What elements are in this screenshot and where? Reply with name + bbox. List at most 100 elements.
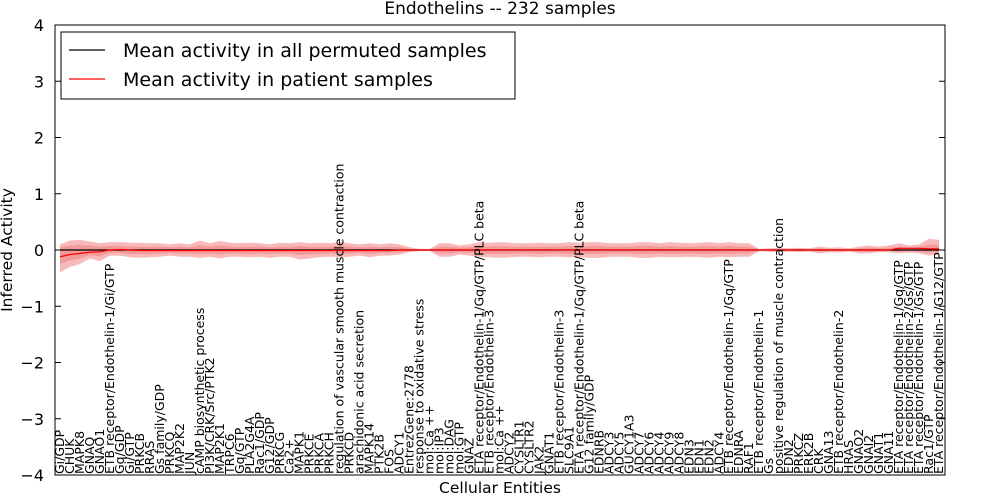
x-tick-label: Gq/GTP — [232, 427, 247, 474]
x-tick-label: arachidonic acid secretion — [352, 310, 367, 474]
x-tick-label: MAPK14 — [362, 423, 377, 474]
x-tick-label: ETB receptor/Endothelin-1 — [751, 310, 766, 474]
x-tick-label: MAPK1 — [292, 431, 307, 474]
y-axis-title: Inferred Activity — [0, 188, 16, 312]
x-tick-label: CRK — [811, 448, 826, 474]
x-tick-label: Gi/GTP — [122, 432, 137, 474]
x-tick-label: G12 family/GDP — [581, 374, 596, 474]
x-tick-label: ADCY7 — [631, 432, 646, 474]
legend-box — [60, 31, 516, 100]
x-tick-label: PRKCD — [342, 432, 357, 474]
x-tick-label: PRKCE — [302, 434, 317, 474]
x-tick-label: ERK2B — [801, 433, 816, 474]
x-tick-label: EDN2 — [701, 439, 716, 474]
x-tick-label: regulation of vascular smooth muscle con… — [332, 164, 347, 474]
x-tick-label: RAF1 — [741, 442, 756, 474]
x-tick-label: GNAO2 — [851, 429, 866, 474]
x-tick-label: SLC9A1 — [561, 426, 576, 474]
x-tick-label: PRKCB — [132, 433, 147, 474]
x-tick-label: CHUK — [62, 438, 77, 474]
x-tick-label: PI3K/CRK/Src/PTK2 — [202, 357, 217, 474]
x-tick-label: positive regulation of muscle contractio… — [771, 218, 786, 474]
y-tick-marks — [55, 24, 945, 476]
x-tick-label: mol:Ca ++ — [422, 405, 437, 474]
legend-label-patient: Mean activity in patient samples — [123, 69, 433, 91]
x-tick-label: Rac1/GTP — [921, 414, 936, 474]
y-tick-label: −1 — [20, 297, 44, 316]
x-tick-label: PRKCA — [312, 433, 327, 474]
x-tick-label: ADCY6 — [641, 432, 656, 474]
x-tick-label: ETB receptor/Endothelin-3 — [482, 310, 497, 474]
x-tick-label: cAMP biosynthetic process — [192, 308, 207, 474]
x-tick-label: response to oxidative stress — [412, 299, 427, 474]
x-tick-label: Gi/GDP — [52, 429, 67, 474]
x-tick-label: GNA11 — [881, 431, 896, 475]
x-tick-label: ETA receptor/Endothelin-1/Gq/GTP/PLC bet… — [472, 201, 487, 474]
x-tick-label: Rac1/GDP — [252, 412, 267, 474]
x-tick-label: GNAQ — [82, 437, 97, 474]
y-tick-label: 3 — [34, 72, 44, 91]
x-tick-label: ADCY4 — [711, 432, 726, 474]
x-tick-label: JUN — [182, 452, 197, 475]
x-tick-label: ETB receptor/Endothelin-1/Gq/GTP — [721, 259, 736, 474]
y-tick-label: 2 — [34, 129, 44, 148]
y-tick-label: 0 — [34, 241, 44, 260]
chart-title: Endothelins -- 232 samples — [384, 0, 615, 19]
x-tick-label: HRAS — [841, 440, 856, 474]
x-tick-label: FOS — [382, 449, 397, 474]
x-tick-label: Ca2+ — [282, 439, 297, 474]
y-tick-label: −3 — [20, 410, 44, 429]
x-tick-label: GNAT1 — [871, 432, 886, 474]
y-tick-label: −2 — [20, 354, 44, 373]
x-tick-label: JAK2 — [531, 446, 546, 475]
x-tick-label: ADCY5 — [611, 432, 626, 474]
y-tick-label: −4 — [20, 466, 44, 485]
x-tick-label: ETA receptor/Endothelin-2/Gs/GTP — [901, 261, 916, 474]
band-inner — [60, 244, 939, 265]
band-outer — [60, 238, 939, 273]
x-tick-label: CYSLTR2 — [521, 420, 536, 474]
x-tick-label: EntrezGene:2778 — [402, 365, 417, 474]
series-line-patient — [59, 247, 939, 258]
x-tick-label: ETB receptor/Endothelin-1/Gi/GTP — [102, 263, 117, 474]
legend-label-permuted: Mean activity in all permuted samples — [123, 40, 486, 62]
x-tick-label: ETB receptor/Endothelin-2 — [831, 310, 846, 474]
x-tick-label: G12/GDP — [262, 417, 277, 474]
x-tick-label: mol:DAG — [442, 419, 457, 474]
x-tick-label: ETA receptor/Endothelin-1/Gq/GTP — [891, 260, 906, 474]
x-tick-label: EDN2 — [781, 439, 796, 474]
series-lines — [59, 247, 939, 258]
x-tick-label: mol:GTP — [452, 422, 467, 474]
x-tick-label: ETB receptor/Endothelin-3 — [551, 310, 566, 474]
x-tick-label: Gq/GDP — [112, 425, 127, 474]
x-tick-label: PRKCG — [272, 432, 287, 474]
x-tick-label: ADCY1 — [392, 432, 407, 474]
x-tick-label: Gs family/GDP — [152, 384, 167, 474]
x-tick-label: RRAS — [142, 441, 157, 474]
x-tick-label: TRPC6 — [222, 433, 237, 475]
x-tick-label: EDNRA — [731, 430, 746, 474]
x-tick-label: Gs — [761, 458, 776, 474]
y-tick-label: 4 — [34, 16, 44, 35]
x-tick-label: MAP2K2 — [172, 423, 187, 474]
x-tick-label: mol:Ca ++ — [492, 405, 507, 474]
y-tick-label: 1 — [34, 185, 44, 204]
y-tick-labels: −4 −3 −2 −1 0 1 2 3 4 — [20, 16, 44, 485]
x-tick-label: ETA receptor/Endothelin-1/Gs/GTP — [911, 261, 926, 474]
x-tick-label: EDN1 — [691, 439, 706, 474]
x-tick-label: ADCY9 — [661, 432, 676, 474]
x-tick-label: ETA receptor/Endothelin-1/Gq/GTP/PLC bet… — [571, 201, 586, 474]
legend: Mean activity in all permuted samples Me… — [60, 31, 516, 100]
x-tick-label: GNAI2 — [861, 435, 876, 474]
x-tick-label: ADCY3 — [601, 432, 616, 474]
x-tick-label: GUCY1A3 — [621, 415, 636, 474]
x-axis-title: Cellular Entities — [439, 479, 561, 497]
error-bands — [60, 238, 939, 273]
x-tick-label: ADCY2 — [501, 432, 516, 474]
x-tick-label: PTK2B — [372, 434, 387, 474]
x-tick-label: MAP2K1 — [212, 423, 227, 474]
x-tick-label: EDNRB — [591, 430, 606, 474]
x-tick-label: ADCY4 — [651, 432, 666, 474]
